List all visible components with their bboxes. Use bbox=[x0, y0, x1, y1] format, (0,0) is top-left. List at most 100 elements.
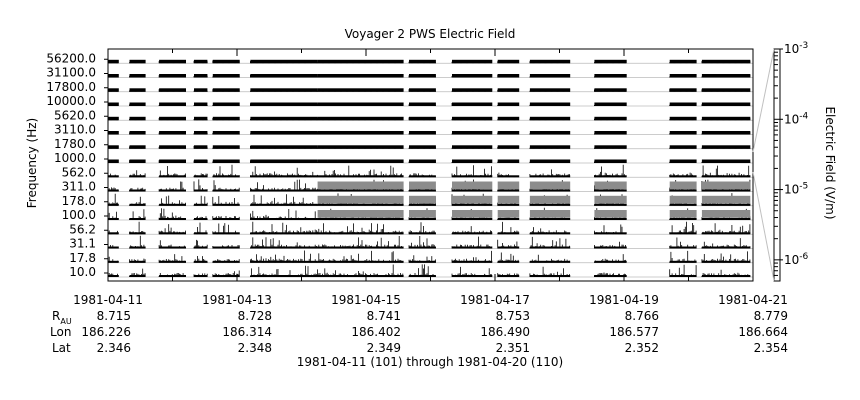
segment-row bbox=[669, 237, 697, 249]
segment-row bbox=[594, 254, 627, 263]
enhanced-band bbox=[669, 210, 697, 218]
data-spikes bbox=[107, 211, 118, 220]
data-spikes bbox=[594, 254, 626, 263]
data-spikes bbox=[594, 160, 626, 163]
segment-row bbox=[408, 208, 436, 220]
data-spikes bbox=[451, 160, 492, 163]
data-spikes bbox=[212, 160, 240, 163]
segment-row bbox=[158, 116, 186, 121]
data-band bbox=[108, 116, 119, 121]
data-band bbox=[452, 102, 493, 106]
data-band bbox=[194, 246, 208, 249]
data-spikes bbox=[193, 103, 208, 106]
data-band bbox=[194, 145, 208, 149]
segment-row bbox=[529, 74, 571, 78]
data-spikes bbox=[212, 245, 240, 249]
data-band bbox=[129, 145, 146, 149]
data-band bbox=[529, 116, 571, 121]
segment-row bbox=[129, 131, 146, 135]
colorbar-connector-top bbox=[752, 48, 775, 153]
segment-row bbox=[701, 223, 751, 235]
x-tick-r: 8.728 bbox=[238, 309, 272, 323]
data-spikes bbox=[317, 165, 404, 178]
y-tick-label: 56.2 bbox=[69, 222, 96, 236]
data-spikes bbox=[701, 88, 751, 92]
segment-row bbox=[129, 196, 146, 206]
data-spikes bbox=[669, 237, 697, 249]
segment-row bbox=[317, 223, 404, 235]
segment-row bbox=[158, 166, 186, 178]
data-spikes bbox=[701, 60, 751, 64]
segment-row bbox=[158, 224, 186, 235]
data-spikes bbox=[529, 227, 570, 235]
segment-row bbox=[451, 193, 493, 206]
segment-row bbox=[669, 131, 697, 135]
data-spikes bbox=[317, 160, 404, 163]
segment-row bbox=[594, 159, 627, 163]
data-band bbox=[108, 88, 119, 92]
segment-row bbox=[408, 145, 436, 149]
segment-row bbox=[701, 179, 751, 192]
enhanced-band bbox=[497, 181, 520, 190]
data-band bbox=[594, 203, 627, 206]
data-spikes bbox=[212, 259, 240, 263]
data-spikes bbox=[317, 193, 404, 206]
data-band bbox=[594, 260, 627, 263]
data-spikes bbox=[594, 224, 626, 235]
x-tick-lat: 2.349 bbox=[367, 341, 401, 355]
segment-row bbox=[497, 131, 520, 135]
segment-row bbox=[212, 102, 240, 106]
data-band bbox=[212, 145, 240, 149]
segment-row bbox=[497, 116, 520, 121]
data-spikes bbox=[701, 165, 751, 178]
data-spikes bbox=[193, 273, 208, 277]
data-band bbox=[250, 59, 318, 64]
data-spikes bbox=[408, 236, 436, 249]
data-spikes bbox=[317, 223, 404, 235]
x-tick-lat: 2.354 bbox=[754, 341, 788, 355]
data-spikes bbox=[497, 131, 519, 135]
data-spikes bbox=[129, 103, 146, 106]
data-spikes bbox=[451, 74, 492, 78]
data-spikes bbox=[129, 268, 146, 277]
data-spikes bbox=[408, 160, 436, 163]
segment-row bbox=[193, 222, 208, 235]
segment-row bbox=[317, 236, 404, 249]
segment-row bbox=[129, 170, 146, 178]
segment-row bbox=[250, 145, 318, 149]
colorbar-tick-exp: -3 bbox=[799, 41, 808, 51]
segment-row bbox=[250, 237, 318, 249]
data-spikes bbox=[497, 60, 519, 64]
data-spikes bbox=[594, 117, 626, 121]
enhanced-band bbox=[452, 210, 493, 218]
x-tick-lon: 186.577 bbox=[609, 325, 659, 339]
colorbar-tick-label: 10-6 bbox=[784, 252, 809, 267]
data-band bbox=[108, 175, 119, 178]
data-spikes bbox=[250, 237, 317, 249]
data-band bbox=[108, 59, 119, 64]
segment-row bbox=[497, 102, 520, 106]
data-band bbox=[212, 88, 240, 92]
data-band bbox=[701, 145, 751, 149]
data-spikes bbox=[497, 221, 519, 235]
data-spikes bbox=[129, 221, 146, 235]
x-tick-lat: 2.348 bbox=[238, 341, 272, 355]
y-tick-labels: 10.017.831.156.2100.0178.0311.0562.01000… bbox=[46, 51, 108, 279]
data-spikes bbox=[701, 117, 751, 121]
data-spikes bbox=[129, 209, 146, 220]
colorbar-tick-label: 10-3 bbox=[784, 41, 808, 56]
segment-row bbox=[529, 236, 571, 249]
segment-row bbox=[158, 181, 186, 192]
data-spikes bbox=[669, 74, 697, 78]
segment-row bbox=[193, 102, 208, 106]
data-spikes bbox=[497, 145, 519, 149]
data-band bbox=[108, 189, 119, 192]
data-spikes bbox=[158, 88, 186, 92]
segment-row bbox=[669, 74, 697, 78]
segment-row bbox=[193, 173, 208, 178]
segment-row bbox=[317, 165, 404, 178]
segment-row bbox=[250, 88, 318, 92]
segment-row bbox=[212, 223, 240, 235]
data-spikes bbox=[451, 250, 492, 263]
data-spikes bbox=[250, 145, 317, 149]
